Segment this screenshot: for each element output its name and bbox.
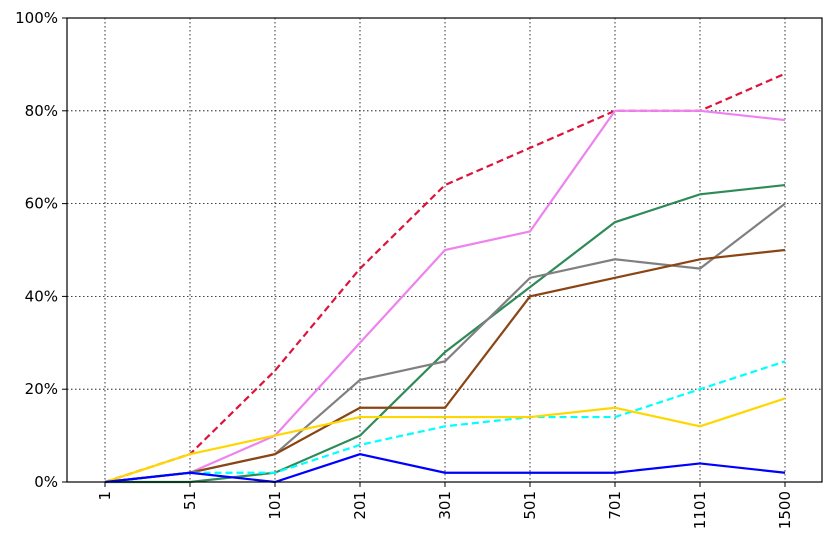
data-line	[105, 183, 786, 484]
x-tick-label: 1	[96, 491, 114, 501]
x-tick-label: 701	[606, 491, 624, 520]
y-tick-label: 80%	[25, 102, 58, 120]
data-line	[104, 360, 786, 484]
y-tick-label: 0%	[34, 473, 58, 491]
x-tick-label: 101	[266, 491, 284, 520]
x-tick-label: 51	[181, 491, 199, 510]
y-tick-label: 60%	[25, 195, 58, 213]
x-tick-label: 201	[351, 491, 369, 520]
data-line	[104, 109, 786, 484]
plot-frame	[66, 17, 823, 483]
y-tick-label: 40%	[25, 287, 58, 305]
x-tick-label: 1500	[776, 491, 794, 529]
data-line	[104, 453, 786, 484]
x-tick-label: 501	[521, 491, 539, 520]
data-line	[104, 248, 786, 484]
y-tick-label: 20%	[25, 380, 58, 398]
x-tick-label: 1101	[691, 491, 709, 529]
y-tick-label: 100%	[15, 9, 58, 27]
x-tick-label: 301	[436, 491, 454, 520]
data-line	[104, 397, 786, 484]
